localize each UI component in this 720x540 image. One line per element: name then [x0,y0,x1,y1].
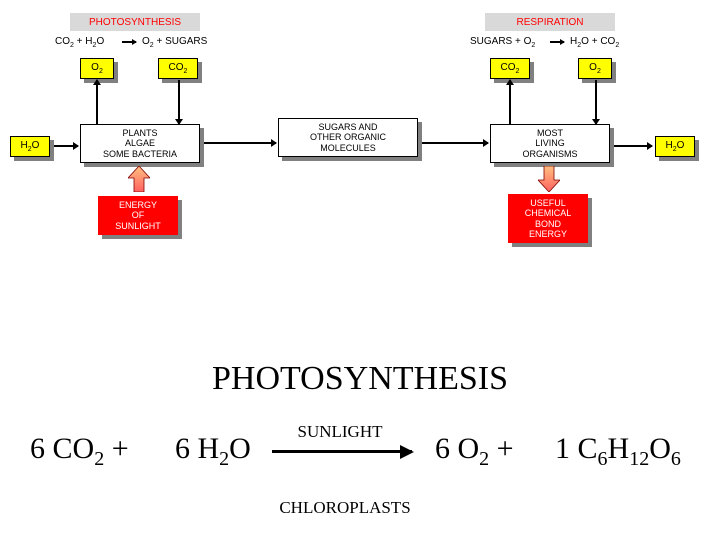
term-co2: 6 CO2 + [30,432,129,471]
header-photosynthesis: PHOTOSYNTHESIS [70,13,200,31]
fat-arrow-useful-energy [538,166,560,192]
box-plants: PLANTSALGAESOME BACTERIA [80,124,200,163]
term-h2o: 6 H2O [175,432,251,471]
top-diagram: PHOTOSYNTHESIS RESPIRATION CO2 + H2O O2 … [10,8,710,328]
term-o2: 6 O2 + [435,432,514,471]
eq-right-rhs: H2O + CO2 [570,36,619,49]
arrow-o2-to-organisms-r [595,80,597,124]
equation-title: PHOTOSYNTHESIS [0,360,720,398]
arrow-co2-to-plants-l [178,80,180,124]
eq-left-rhs: O2 + SUGARS [142,36,207,49]
equation-arrow [272,450,412,453]
arrow-h2o-to-plants [54,145,78,147]
box-h2o-left: H2O [10,136,50,157]
box-h2o-right: H2O [655,136,695,157]
label-sunlight: SUNLIGHT [275,422,405,442]
fat-arrow-sunlight [128,166,150,192]
box-co2-left: CO2 [158,58,198,79]
arrow-sugars-to-organisms [422,142,488,144]
header-respiration: RESPIRATION [485,13,615,31]
arrow-plants-to-o2 [96,80,98,124]
box-organisms: MOSTLIVINGORGANISMS [490,124,610,163]
arrow-organisms-to-co2 [509,80,511,124]
eq-right-lhs: SUGARS + O2 [470,36,535,49]
eq-arrow-right [550,41,564,43]
arrow-plants-to-sugars [204,142,276,144]
box-sugars: SUGARS ANDOTHER ORGANICMOLECULES [278,118,418,157]
eq-arrow-left [122,41,136,43]
box-o2-left: O2 [80,58,114,79]
arrow-organisms-to-h2o [614,145,652,147]
label-chloroplasts: CHLOROPLASTS [250,498,440,518]
box-useful-energy: USEFULCHEMICALBONDENERGY [508,194,588,243]
box-energy-sunlight: ENERGYOFSUNLIGHT [98,196,178,235]
equation-row: 6 CO2 + 6 H2O SUNLIGHT 6 O2 + 1 C6H12O6 … [0,422,720,502]
term-glucose: 1 C6H12O6 [555,432,681,471]
box-co2-right: CO2 [490,58,530,79]
eq-left-lhs: CO2 + H2O [55,36,104,49]
box-o2-right: O2 [578,58,612,79]
